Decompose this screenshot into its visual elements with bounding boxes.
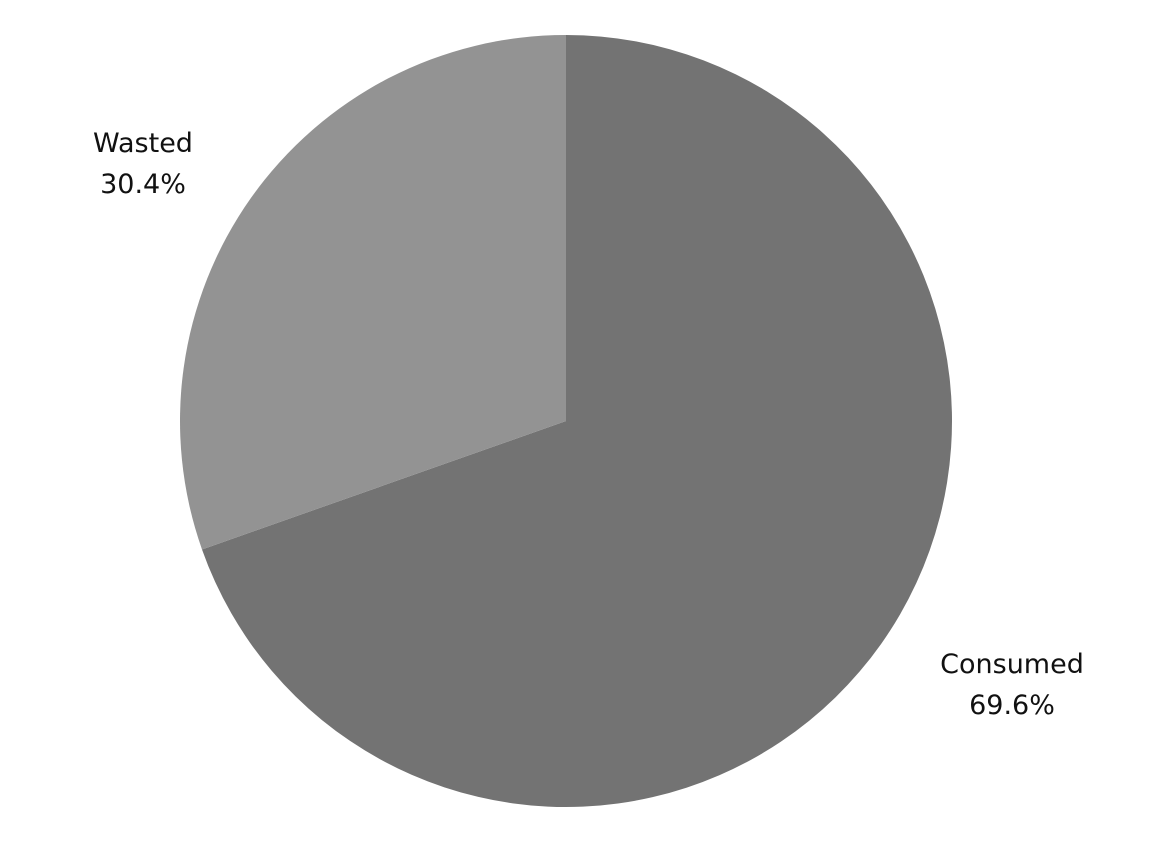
slice-value-wasted: 30.4% (100, 169, 186, 200)
pie-labels: Consumed 69.6% Wasted 30.4% (93, 128, 1084, 721)
slice-value-consumed: 69.6% (969, 690, 1055, 721)
slice-label-consumed: Consumed (940, 649, 1084, 680)
pie-slices (179, 35, 953, 807)
pie-slice-wasted (179, 35, 566, 550)
slice-label-wasted: Wasted (93, 128, 193, 159)
pie-slice-consumed (202, 35, 953, 807)
